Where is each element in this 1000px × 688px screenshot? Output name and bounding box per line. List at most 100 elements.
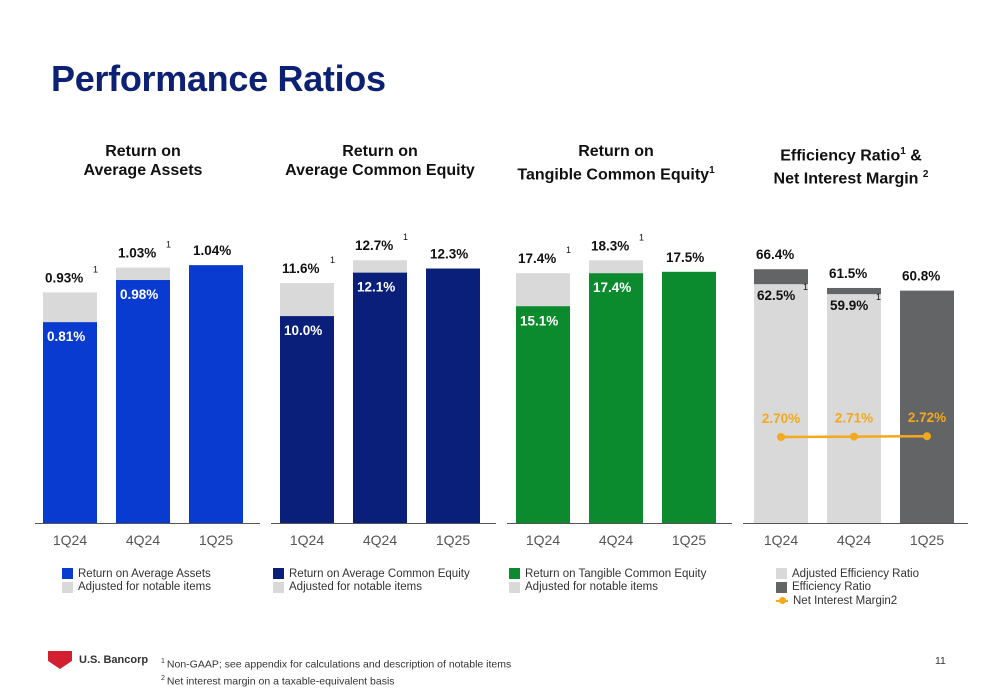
legend-swatch xyxy=(509,568,520,579)
footnote-mark: 1 xyxy=(161,658,165,665)
bar-main xyxy=(589,273,643,523)
data-label-adjusted: 11.6% xyxy=(282,261,320,276)
data-label-main: 12.1% xyxy=(357,280,395,295)
legend-efficiency-nim: Adjusted Efficiency Ratio Efficiency Rat… xyxy=(776,567,919,608)
legend-item: Return on Average Common Equity xyxy=(273,567,470,581)
nim-point xyxy=(777,433,785,441)
logo-text: U.S. Bancorp xyxy=(79,654,148,666)
legend-swatch xyxy=(776,568,787,579)
legend-label: Adjusted Efficiency Ratio xyxy=(792,568,919,580)
x-tick-label: 1Q24 xyxy=(290,532,324,548)
legend-rotce: Return on Tangible Common Equity Adjuste… xyxy=(509,567,706,594)
legend-swatch xyxy=(273,582,284,593)
footnote-text: Non-GAAP; see appendix for calculations … xyxy=(167,659,511,671)
footnote-marker: 1 xyxy=(403,232,408,242)
nim-point xyxy=(923,432,931,440)
footnote-marker: 1 xyxy=(93,264,98,274)
footnote-marker: 1 xyxy=(330,255,335,265)
legend-item: Efficiency Ratio xyxy=(776,581,919,595)
footnote-mark: 2 xyxy=(161,675,165,682)
legend-label: Efficiency Ratio xyxy=(792,581,871,593)
bar-main xyxy=(353,273,407,523)
x-tick-label: 1Q24 xyxy=(764,532,798,548)
footnote-marker: 1 xyxy=(566,245,571,255)
legend-label: Return on Average Common Equity xyxy=(289,568,470,580)
x-tick-label: 4Q24 xyxy=(599,532,633,548)
legend-label: Adjusted for notable items xyxy=(525,581,658,593)
data-label-adjusted-efficiency-ratio: 59.9% xyxy=(830,298,868,313)
data-label-adjusted: 1.03% xyxy=(118,246,156,261)
shield-icon xyxy=(48,651,72,669)
bar-main xyxy=(189,265,243,523)
bar-adjusted-efficiency-ratio xyxy=(827,294,881,523)
x-tick-label: 4Q24 xyxy=(363,532,397,548)
bar-adjusted-efficiency-ratio xyxy=(754,284,808,523)
bar-efficiency-ratio xyxy=(900,291,954,523)
bank-logo: U.S. Bancorp xyxy=(48,651,148,669)
bar-main xyxy=(426,269,480,523)
data-label-main: 15.1% xyxy=(520,313,558,328)
legend-item: Adjusted Efficiency Ratio xyxy=(776,567,919,581)
bar-main xyxy=(516,306,570,523)
x-tick-label: 1Q25 xyxy=(910,532,944,548)
bar-main xyxy=(280,316,334,523)
data-label-main: 17.5% xyxy=(666,250,704,265)
legend-label: Return on Average Assets xyxy=(78,568,211,580)
legend-swatch xyxy=(62,568,73,579)
legend-label: Net Interest Margin xyxy=(793,595,891,607)
nim-data-label: 2.70% xyxy=(762,411,800,426)
bar-main xyxy=(116,280,170,523)
nim-data-label: 2.71% xyxy=(835,411,873,426)
data-label-efficiency-ratio: 61.5% xyxy=(829,266,867,281)
legend-item: Adjusted for notable items xyxy=(273,581,470,595)
footnote-marker: 1 xyxy=(166,240,171,250)
data-label-efficiency-ratio: 66.4% xyxy=(756,247,794,262)
footnote-marker: 2 xyxy=(891,595,897,607)
data-label-main: 0.98% xyxy=(120,287,158,302)
footnote-marker: 1 xyxy=(876,292,881,302)
data-label-adjusted: 12.7% xyxy=(355,238,393,253)
legend-label: Adjusted for notable items xyxy=(78,581,211,593)
legend-roaa: Return on Average Assets Adjusted for no… xyxy=(62,567,211,594)
legend-label: Return on Tangible Common Equity xyxy=(525,568,706,580)
footnote-text: Net interest margin on a taxable-equival… xyxy=(167,675,395,687)
bar-main xyxy=(662,272,716,523)
bar-main xyxy=(43,322,97,523)
legend-item: Return on Average Assets xyxy=(62,567,211,581)
x-tick-label: 1Q25 xyxy=(672,532,706,548)
x-tick-label: 1Q24 xyxy=(53,532,87,548)
data-label-efficiency-ratio: 60.8% xyxy=(902,269,940,284)
page-number: 11 xyxy=(935,655,946,667)
data-label-main: 10.0% xyxy=(284,323,322,338)
footnote-marker: 1 xyxy=(639,232,644,242)
data-label-main: 0.81% xyxy=(47,329,85,344)
nim-point xyxy=(850,433,858,441)
legend-swatch xyxy=(776,582,787,593)
legend-swatch xyxy=(62,582,73,593)
data-label-adjusted: 18.3% xyxy=(591,238,629,253)
data-label-adjusted-efficiency-ratio: 62.5% xyxy=(757,288,795,303)
charts-canvas: 1Q24 0.93% 1 0.81% 4Q24 1.03% 1 0.98% 1Q25 1.04% 1… xyxy=(0,0,1000,560)
legend-item: Return on Tangible Common Equity xyxy=(509,567,706,581)
data-label-main: 12.3% xyxy=(430,247,468,262)
legend-line-swatch xyxy=(776,600,788,602)
x-tick-label: 1Q25 xyxy=(199,532,233,548)
data-label-main: 1.04% xyxy=(193,243,231,258)
legend-item: Adjusted for notable items xyxy=(62,581,211,595)
data-label-main: 17.4% xyxy=(593,280,631,295)
nim-data-label: 2.72% xyxy=(908,410,946,425)
legend-swatch xyxy=(509,582,520,593)
x-tick-label: 1Q25 xyxy=(436,532,470,548)
legend-swatch xyxy=(273,568,284,579)
x-tick-label: 4Q24 xyxy=(837,532,871,548)
x-tick-label: 1Q24 xyxy=(526,532,560,548)
legend-label: Adjusted for notable items xyxy=(289,581,422,593)
data-label-adjusted: 0.93% xyxy=(45,270,83,285)
legend-roace: Return on Average Common Equity Adjusted… xyxy=(273,567,470,594)
legend-item: Adjusted for notable items xyxy=(509,581,706,595)
x-tick-label: 4Q24 xyxy=(126,532,160,548)
